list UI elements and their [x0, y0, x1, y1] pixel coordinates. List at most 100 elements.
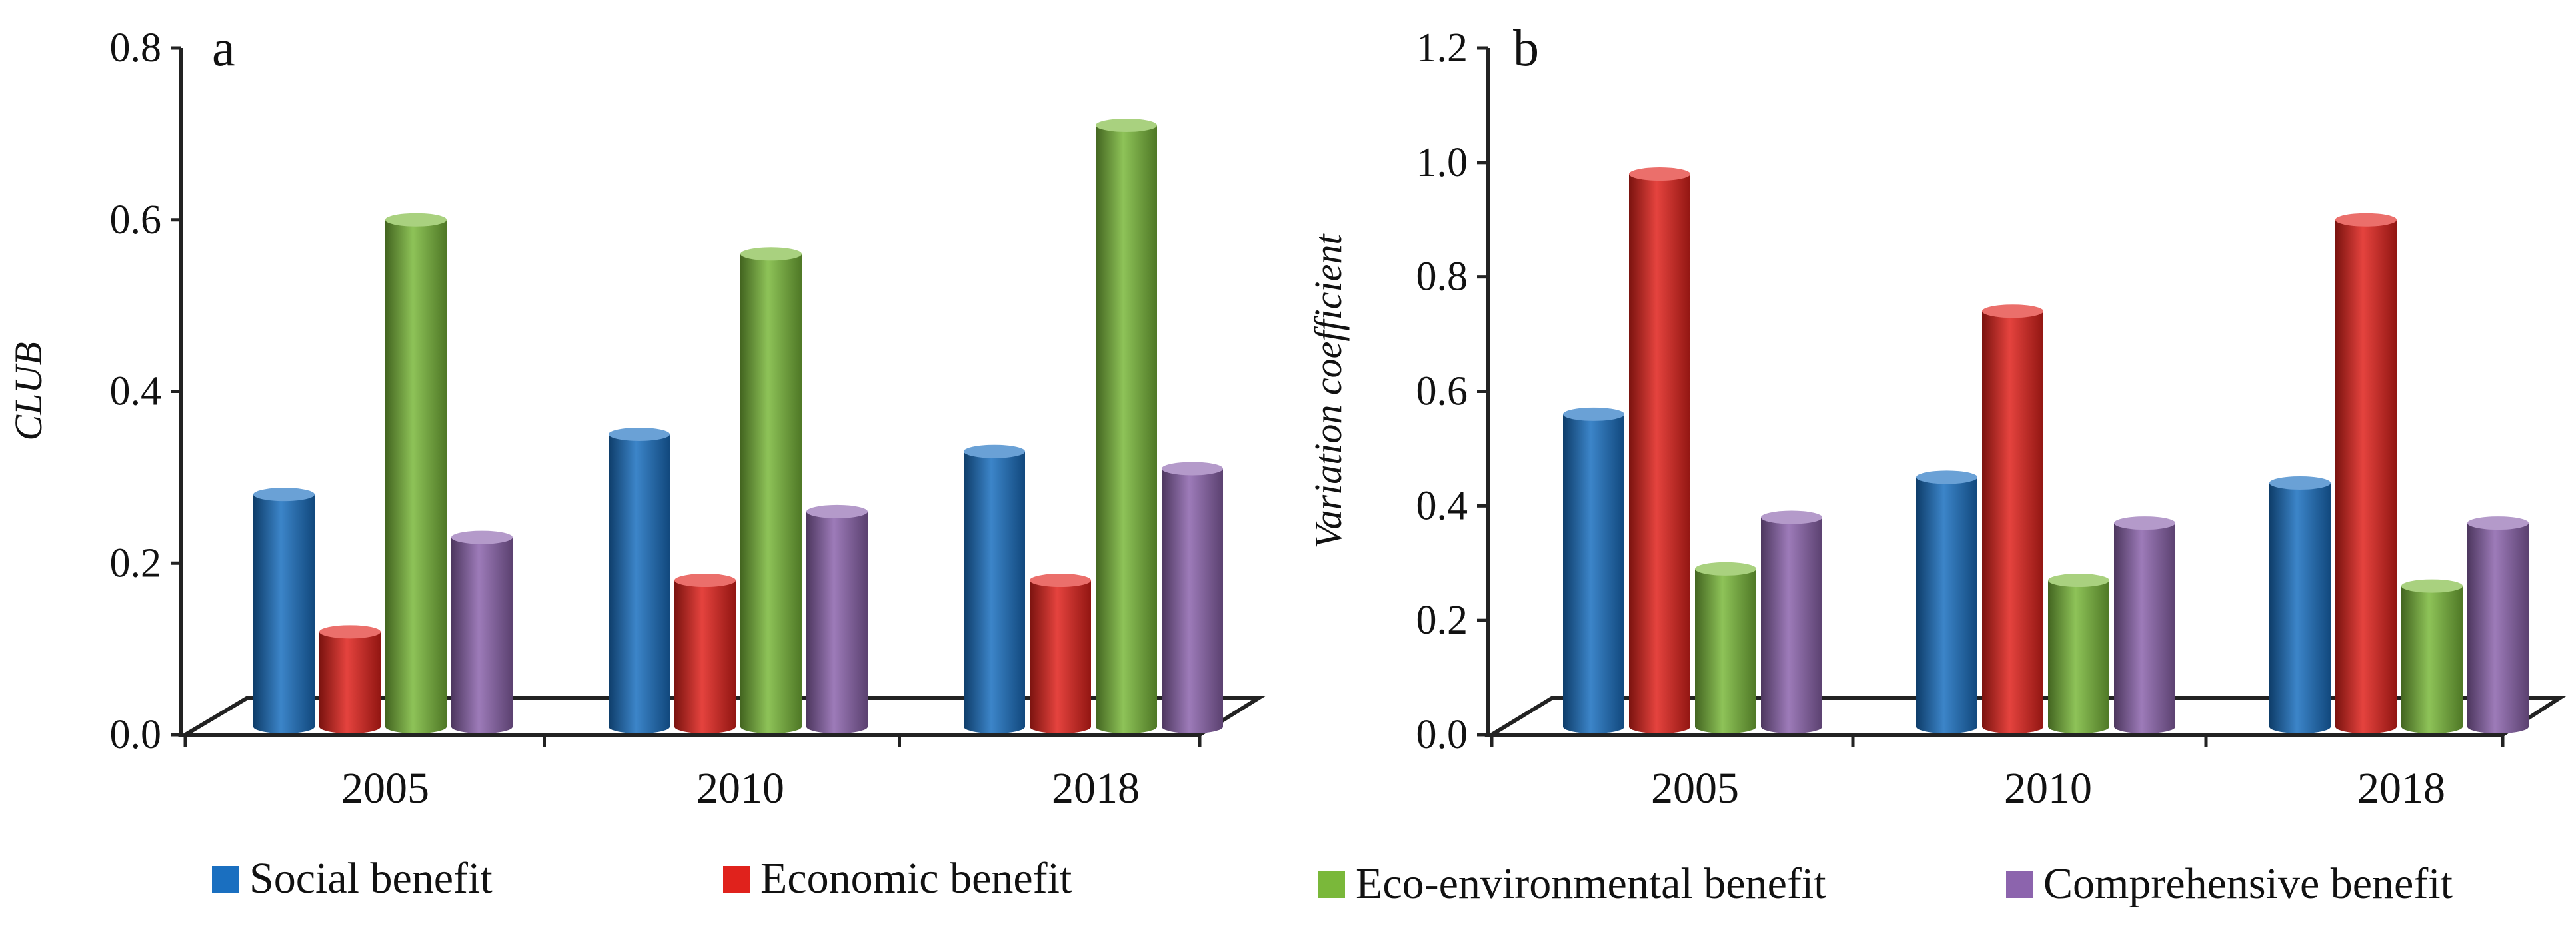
y-tick-label: 0.6 — [110, 197, 162, 242]
bar-eco-environmental-benefit-2018 — [1096, 118, 1157, 734]
bar-top — [385, 213, 447, 227]
x-tick-label: 2010 — [696, 764, 784, 813]
legend-label: Eco-environmental benefit — [1356, 859, 1826, 908]
y-tick-label: 0.0 — [110, 712, 162, 757]
bar-body — [2335, 219, 2397, 733]
bar-eco-environmental-benefit-2010 — [740, 247, 802, 733]
bar-comprehensive-benefit-2010 — [806, 504, 868, 733]
bar-top — [2114, 516, 2175, 530]
bar-top — [1030, 574, 1091, 588]
bar-top — [740, 247, 802, 261]
legend-swatch — [212, 866, 239, 893]
bar-comprehensive-benefit-2005 — [451, 530, 513, 733]
bar-body — [451, 537, 513, 733]
bar-top — [2467, 516, 2529, 530]
legend-item-comprehensive-benefit: Comprehensive benefit — [2006, 859, 2453, 908]
legend-label: Economic benefit — [760, 854, 1072, 903]
bar-top — [2335, 213, 2397, 227]
y-tick-label: 0.4 — [1416, 483, 1468, 528]
bar-top — [319, 625, 381, 639]
bar-comprehensive-benefit-2018 — [2467, 516, 2529, 733]
bar-economic-benefit-2005 — [1629, 167, 1690, 733]
y-tick-label: 0.4 — [110, 369, 162, 414]
bar-top — [1761, 510, 1822, 524]
bar-social-benefit-2018 — [964, 444, 1025, 733]
legend-item-eco-environmental-benefit: Eco-environmental benefit — [1318, 859, 1826, 908]
bar-comprehensive-benefit-2005 — [1761, 510, 1822, 733]
bar-body — [674, 580, 736, 733]
bar-comprehensive-benefit-2018 — [1162, 462, 1223, 733]
bar-top — [1695, 562, 1756, 576]
legend-swatch — [2006, 871, 2033, 898]
x-tick-label: 2005 — [341, 764, 429, 813]
y-tick-label: 0.6 — [1416, 369, 1468, 414]
bar-body — [1695, 568, 1756, 733]
y-tick-label: 0.8 — [1416, 254, 1468, 300]
bar-social-benefit-2010 — [609, 427, 670, 733]
bar-body — [2401, 586, 2463, 733]
y-tick-label: 0.2 — [110, 540, 162, 586]
bar-body — [319, 632, 381, 733]
bar-economic-benefit-2010 — [1982, 304, 2043, 733]
bar-economic-benefit-2018 — [2335, 213, 2397, 733]
bar-top — [1982, 304, 2043, 318]
legend-swatch — [1318, 871, 1345, 898]
legend-item-social-benefit: Social benefit — [212, 854, 493, 903]
bar-social-benefit-2005 — [253, 488, 315, 733]
bar-body — [1761, 517, 1822, 733]
bar-body — [253, 494, 315, 733]
bar-top — [2401, 579, 2463, 593]
legend-swatch — [723, 866, 750, 893]
bar-body — [2467, 523, 2529, 733]
bar-body — [2269, 482, 2331, 733]
bar-eco-environmental-benefit-2005 — [1695, 562, 1756, 733]
y-tick-label: 1.0 — [1416, 140, 1468, 185]
bar-body — [2048, 580, 2109, 733]
x-tick-label: 2018 — [2357, 764, 2445, 813]
legend: Social benefit Economic benefit Eco-enviro… — [212, 854, 2453, 908]
bar-top — [1629, 167, 1690, 181]
bar-eco-environmental-benefit-2010 — [2048, 574, 2109, 733]
bar-social-benefit-2018 — [2269, 476, 2331, 733]
bar-top — [806, 504, 868, 518]
bar-top — [451, 530, 513, 544]
legend-item-economic-benefit: Economic benefit — [723, 854, 1072, 903]
bar-top — [1096, 118, 1157, 132]
y-tick-label: 0.2 — [1416, 598, 1468, 643]
bar-body — [740, 254, 802, 733]
bar-top — [2048, 574, 2109, 588]
chart-a: 0.0 0.2 0.4 0.6 0.8 2005 2010 2018 a CLUB — [7, 19, 1266, 813]
x-tick-label: 2005 — [1651, 764, 1739, 813]
y-tick-label: 1.2 — [1416, 25, 1468, 71]
bar-top — [253, 488, 315, 502]
chart-b: 0.0 0.2 0.4 0.6 0.8 1.0 1.2 2005 2010 2018 b Variat… — [1306, 19, 2567, 813]
bar-social-benefit-2010 — [1916, 470, 1977, 733]
y-tick-label: 0.0 — [1416, 712, 1468, 757]
bar-top — [2269, 476, 2331, 490]
bar-body — [1096, 125, 1157, 734]
bar-economic-benefit-2005 — [319, 625, 381, 733]
bar-body — [1162, 468, 1223, 733]
x-tick-label: 2018 — [1052, 764, 1140, 813]
bar-eco-environmental-benefit-2018 — [2401, 579, 2463, 733]
y-tick-label: 0.8 — [110, 25, 162, 71]
bar-top — [674, 574, 736, 588]
bar-body — [806, 511, 868, 733]
bar-body — [1030, 580, 1091, 733]
bar-top — [1916, 470, 1977, 484]
bar-top — [609, 427, 670, 441]
bar-social-benefit-2005 — [1563, 407, 1624, 733]
y-axis-label: Variation coefficient — [1306, 233, 1350, 549]
bar-economic-benefit-2018 — [1030, 574, 1091, 733]
legend-label: Comprehensive benefit — [2043, 859, 2453, 908]
bar-eco-environmental-benefit-2005 — [385, 213, 447, 733]
bar-top — [1162, 462, 1223, 476]
bar-body — [1916, 477, 1977, 733]
y-axis-label: CLUB — [7, 342, 50, 440]
bar-body — [385, 219, 447, 733]
bar-body — [2114, 523, 2175, 733]
bar-body — [1629, 174, 1690, 733]
panel-label: b — [1513, 19, 1539, 77]
bar-body — [964, 451, 1025, 733]
bar-top — [1563, 407, 1624, 421]
